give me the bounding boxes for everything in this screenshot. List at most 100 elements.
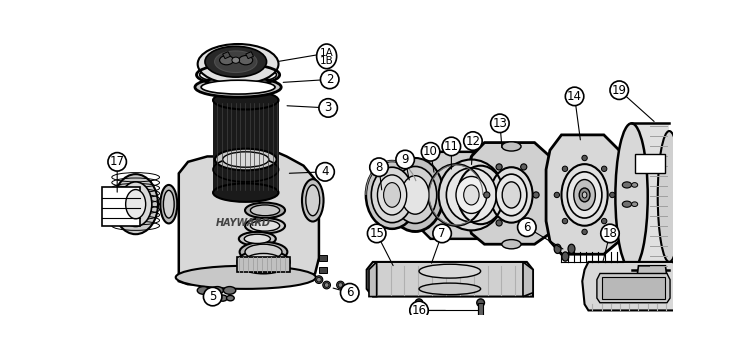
Ellipse shape	[554, 192, 560, 198]
Text: 6: 6	[523, 221, 530, 234]
Ellipse shape	[316, 277, 321, 282]
Ellipse shape	[200, 66, 277, 83]
Circle shape	[422, 143, 440, 161]
Ellipse shape	[220, 56, 233, 65]
Ellipse shape	[238, 56, 253, 65]
Ellipse shape	[251, 205, 280, 216]
Ellipse shape	[615, 123, 648, 270]
Ellipse shape	[211, 287, 223, 294]
Ellipse shape	[215, 149, 277, 170]
Text: 4: 4	[321, 165, 328, 178]
Ellipse shape	[632, 202, 638, 206]
Ellipse shape	[419, 283, 481, 295]
Ellipse shape	[244, 253, 283, 270]
Text: 10: 10	[423, 145, 438, 158]
Polygon shape	[223, 52, 230, 59]
Ellipse shape	[201, 80, 275, 94]
Circle shape	[320, 70, 339, 89]
Text: 13: 13	[493, 117, 507, 130]
Circle shape	[370, 158, 388, 176]
Ellipse shape	[394, 166, 436, 223]
Ellipse shape	[223, 152, 268, 167]
Ellipse shape	[195, 77, 281, 97]
Circle shape	[203, 287, 222, 306]
Ellipse shape	[213, 91, 278, 109]
Polygon shape	[597, 274, 670, 303]
Ellipse shape	[237, 250, 290, 274]
Polygon shape	[214, 100, 279, 193]
Circle shape	[490, 114, 509, 132]
Ellipse shape	[632, 183, 638, 187]
Text: 5: 5	[209, 290, 216, 303]
Ellipse shape	[602, 218, 607, 224]
Text: 17: 17	[110, 155, 125, 169]
Ellipse shape	[562, 164, 608, 226]
Ellipse shape	[176, 266, 316, 289]
Ellipse shape	[324, 283, 329, 287]
Ellipse shape	[503, 182, 520, 208]
Ellipse shape	[198, 44, 278, 84]
Bar	[136, 181, 151, 223]
Text: 14: 14	[567, 90, 582, 103]
Text: 12: 12	[466, 135, 481, 148]
Circle shape	[566, 87, 584, 105]
Polygon shape	[237, 257, 290, 272]
Text: 2: 2	[326, 73, 334, 86]
Text: 8: 8	[375, 161, 382, 174]
Ellipse shape	[306, 185, 320, 216]
Ellipse shape	[658, 131, 681, 262]
Ellipse shape	[126, 189, 146, 219]
Ellipse shape	[562, 252, 568, 261]
Ellipse shape	[582, 155, 587, 161]
Ellipse shape	[622, 182, 632, 188]
Text: 18: 18	[602, 227, 617, 240]
Ellipse shape	[464, 185, 479, 205]
Ellipse shape	[316, 44, 337, 69]
Ellipse shape	[315, 276, 322, 284]
Ellipse shape	[338, 283, 343, 287]
Polygon shape	[637, 266, 667, 277]
Text: HAYWARD: HAYWARD	[216, 218, 271, 228]
Ellipse shape	[496, 164, 502, 170]
Polygon shape	[546, 135, 623, 254]
Bar	[102, 187, 140, 226]
Ellipse shape	[579, 188, 590, 202]
Ellipse shape	[214, 51, 257, 73]
Ellipse shape	[238, 232, 276, 246]
Ellipse shape	[568, 244, 575, 253]
Ellipse shape	[401, 176, 429, 214]
Polygon shape	[178, 147, 319, 284]
Ellipse shape	[383, 183, 400, 207]
Bar	[602, 277, 665, 299]
Circle shape	[464, 132, 482, 150]
Ellipse shape	[164, 190, 174, 218]
Ellipse shape	[520, 164, 526, 170]
Ellipse shape	[226, 296, 234, 301]
Ellipse shape	[496, 220, 502, 226]
Ellipse shape	[602, 166, 607, 171]
Ellipse shape	[520, 220, 526, 226]
Ellipse shape	[574, 179, 596, 210]
Ellipse shape	[244, 234, 271, 244]
Ellipse shape	[245, 218, 285, 233]
Ellipse shape	[206, 295, 216, 301]
Ellipse shape	[490, 167, 532, 223]
Ellipse shape	[456, 176, 487, 213]
Polygon shape	[466, 143, 556, 244]
Ellipse shape	[205, 46, 266, 77]
Circle shape	[396, 150, 415, 169]
Polygon shape	[582, 262, 681, 310]
Circle shape	[319, 99, 338, 117]
Ellipse shape	[218, 295, 227, 301]
Text: 11: 11	[444, 140, 459, 153]
Ellipse shape	[245, 244, 282, 259]
Text: 16: 16	[412, 304, 427, 317]
Polygon shape	[523, 262, 533, 297]
Ellipse shape	[322, 281, 331, 289]
Circle shape	[108, 153, 127, 171]
Text: 7: 7	[438, 227, 446, 240]
Ellipse shape	[377, 175, 406, 215]
Ellipse shape	[232, 57, 239, 63]
Ellipse shape	[502, 240, 521, 249]
Bar	[478, 303, 483, 316]
